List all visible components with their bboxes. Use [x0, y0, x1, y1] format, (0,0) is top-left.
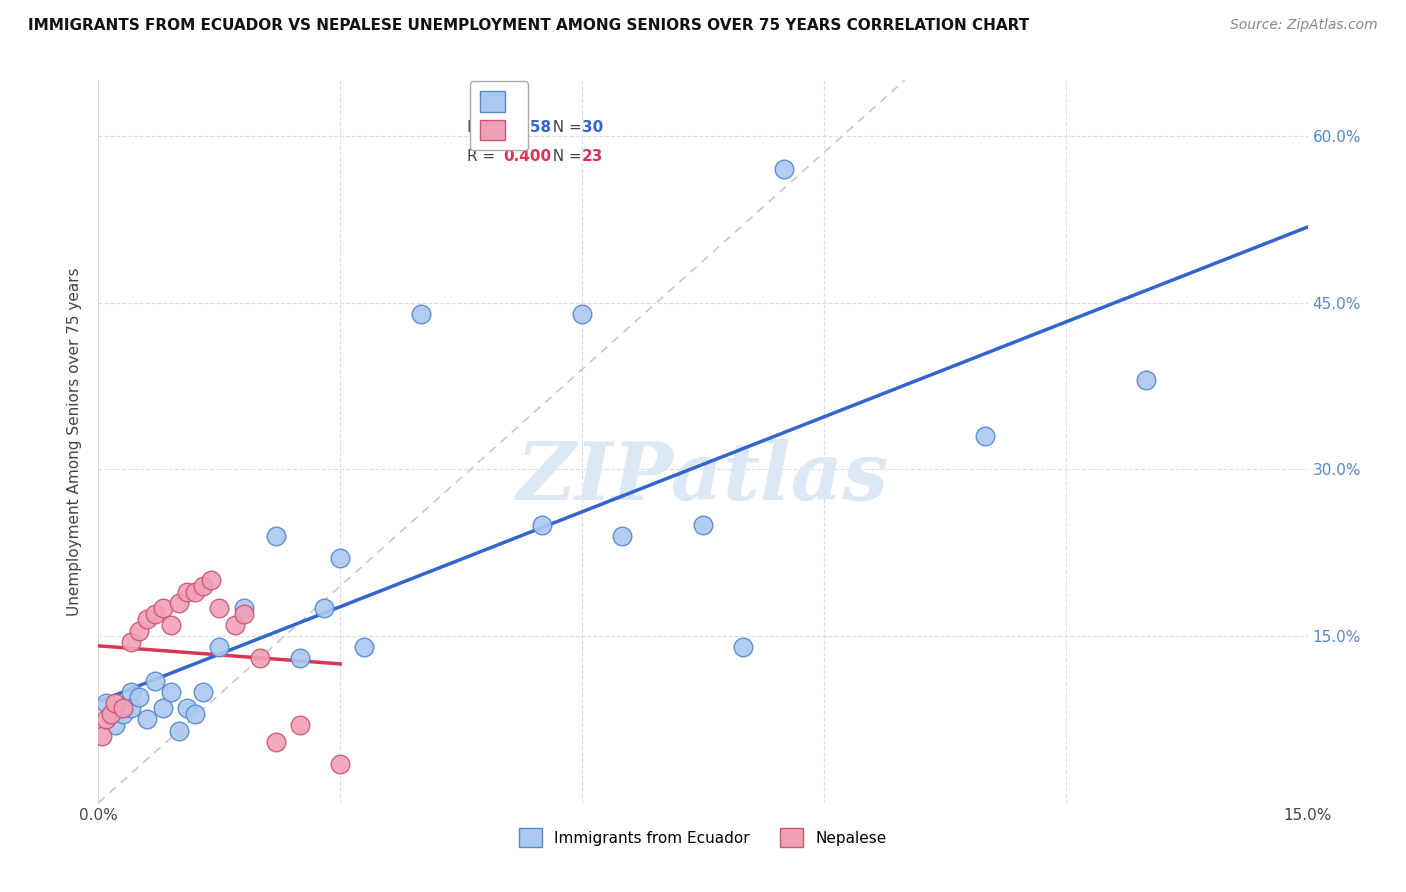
Point: [143, 607, 166, 621]
Point: [184, 706, 207, 721]
Point: [224, 618, 246, 632]
Point: [120, 701, 142, 715]
Point: [96, 713, 118, 727]
Point: [167, 723, 190, 738]
Point: [232, 607, 254, 621]
Y-axis label: Unemployment Among Seniors over 75 years: Unemployment Among Seniors over 75 years: [67, 268, 83, 615]
Point: [200, 574, 222, 588]
Point: [176, 701, 198, 715]
Point: [353, 640, 375, 655]
Text: R =: R =: [467, 149, 501, 163]
Point: [135, 713, 157, 727]
Point: [193, 684, 215, 698]
Point: [100, 706, 122, 721]
Point: [167, 596, 190, 610]
Point: [288, 718, 311, 732]
Text: ZIPatlas: ZIPatlas: [517, 439, 889, 516]
Point: [152, 701, 174, 715]
Text: 23: 23: [582, 149, 603, 163]
Point: [160, 618, 183, 632]
Point: [120, 634, 142, 648]
Point: [692, 517, 714, 532]
Point: [232, 601, 254, 615]
Point: [530, 517, 553, 532]
Point: [103, 696, 125, 710]
Point: [184, 584, 207, 599]
Point: [612, 529, 634, 543]
Point: [128, 624, 150, 638]
Point: [974, 429, 997, 443]
Text: N =: N =: [543, 149, 588, 163]
Point: [264, 529, 287, 543]
Point: [314, 601, 336, 615]
Point: [409, 307, 432, 321]
Point: [160, 684, 183, 698]
Point: [288, 651, 311, 665]
Point: [1135, 373, 1157, 387]
Point: [193, 579, 215, 593]
Point: [103, 718, 125, 732]
Point: [111, 701, 134, 715]
Text: N =: N =: [543, 120, 588, 135]
Point: [120, 684, 142, 698]
Point: [733, 640, 755, 655]
Point: [152, 601, 174, 615]
Point: [91, 729, 114, 743]
Point: [176, 584, 198, 599]
Text: 0.400: 0.400: [503, 149, 551, 163]
Text: Source: ZipAtlas.com: Source: ZipAtlas.com: [1230, 18, 1378, 32]
Point: [329, 551, 352, 566]
Point: [128, 690, 150, 705]
Point: [329, 756, 352, 771]
Point: [249, 651, 271, 665]
Point: [135, 612, 157, 626]
Point: [571, 307, 593, 321]
Point: [143, 673, 166, 688]
Point: [264, 734, 287, 748]
Point: [208, 601, 231, 615]
Point: [772, 162, 794, 177]
Text: IMMIGRANTS FROM ECUADOR VS NEPALESE UNEMPLOYMENT AMONG SENIORS OVER 75 YEARS COR: IMMIGRANTS FROM ECUADOR VS NEPALESE UNEM…: [28, 18, 1029, 33]
Legend: Immigrants from Ecuador, Nepalese: Immigrants from Ecuador, Nepalese: [513, 822, 893, 853]
Point: [96, 696, 118, 710]
Text: 0.358: 0.358: [503, 120, 551, 135]
Text: 30: 30: [582, 120, 603, 135]
Point: [208, 640, 231, 655]
Text: R =: R =: [467, 120, 501, 135]
Point: [111, 706, 134, 721]
